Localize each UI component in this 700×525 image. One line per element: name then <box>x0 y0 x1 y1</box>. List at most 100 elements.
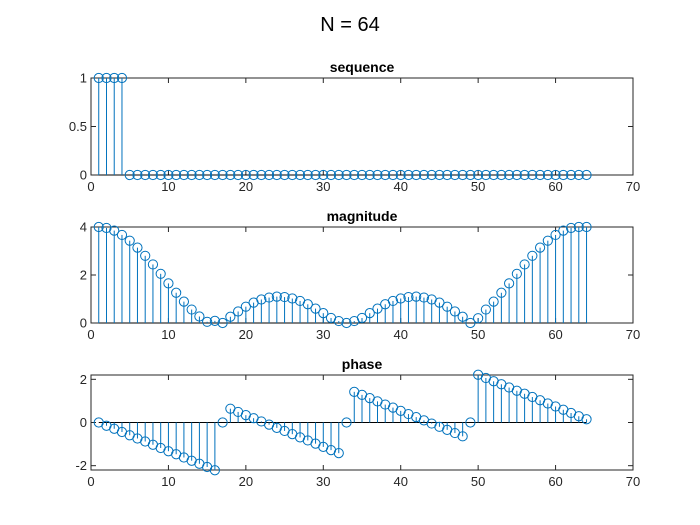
stem-marker <box>109 225 120 236</box>
stem-marker <box>434 297 445 308</box>
y-tick-label: 2 <box>80 372 87 387</box>
stem-marker <box>372 169 383 181</box>
x-tick-label: 20 <box>239 179 253 194</box>
stem-marker <box>202 169 213 181</box>
stem-marker <box>473 169 484 181</box>
axes-box <box>90 77 634 176</box>
x-tick-label: 20 <box>239 327 253 342</box>
stem-marker <box>140 169 151 181</box>
subplot-sequence: sequence 0 10 20 30 40 50 60 70 0 0.5 1 <box>69 59 640 194</box>
stem-marker <box>426 169 437 181</box>
subplot-magnitude: magnitude 0 10 20 30 40 50 60 70 0 2 4 <box>80 208 640 342</box>
stem-marker <box>465 169 476 181</box>
stem-marker <box>209 465 220 476</box>
stem-marker <box>271 291 282 302</box>
stem-marker <box>186 304 197 315</box>
stem-marker <box>449 169 461 181</box>
stem-marker <box>473 313 484 324</box>
stem-marker <box>333 448 344 459</box>
stem-marker <box>256 294 267 305</box>
stem-marker <box>186 169 197 181</box>
x-tick-label: 60 <box>548 179 562 194</box>
stem-marker <box>395 169 406 181</box>
stem-marker <box>116 229 128 241</box>
stem-marker <box>465 417 476 428</box>
x-tick-label: 30 <box>316 474 330 489</box>
stem-marker <box>217 417 228 428</box>
x-tick-label: 10 <box>161 179 175 194</box>
stem-marker <box>240 301 251 312</box>
stem-marker <box>171 169 182 181</box>
stem-marker <box>240 169 251 181</box>
y-tick-label: -2 <box>75 458 87 473</box>
stem-marker <box>341 317 352 329</box>
stem-marker <box>511 169 522 181</box>
stem-marker <box>132 242 143 253</box>
stem-marker <box>132 169 143 181</box>
stem-marker <box>434 169 445 181</box>
stem-marker <box>248 169 259 181</box>
stem-marker <box>558 169 569 181</box>
stem-marker <box>163 278 174 289</box>
stem-marker <box>178 296 190 307</box>
stem-marker <box>364 308 375 319</box>
stem-marker <box>225 311 236 322</box>
stem-marker <box>442 169 453 181</box>
stem-marker <box>217 169 228 181</box>
stem-marker <box>263 169 275 181</box>
stem-marker <box>380 169 391 181</box>
stem-marker <box>209 315 220 326</box>
stem-marker <box>101 72 112 84</box>
y-tick-label: 0 <box>80 415 87 430</box>
y-tick-label: 0 <box>80 168 87 183</box>
stem-marker <box>155 268 166 279</box>
y-tick-label: 0 <box>80 316 87 331</box>
x-tick-label: 0 <box>87 474 94 489</box>
stem-marker <box>511 268 522 279</box>
stem-marker <box>302 299 313 310</box>
stem-marker <box>217 317 228 329</box>
stem-marker <box>333 169 344 181</box>
stem-marker <box>418 292 430 303</box>
x-tick-label: 50 <box>471 179 485 194</box>
stem-marker <box>194 311 205 322</box>
stem-marker <box>542 235 553 246</box>
stem-marker <box>263 292 275 303</box>
x-tick-label: 0 <box>87 327 94 342</box>
stem-marker <box>488 169 499 181</box>
stem-marker <box>178 169 190 181</box>
stem-marker <box>449 306 461 317</box>
subplot-title: magnitude <box>327 208 398 224</box>
stem-marker <box>527 169 538 181</box>
stem-marker <box>109 72 120 84</box>
stem-marker <box>93 221 104 233</box>
stem-marker <box>418 169 430 181</box>
stem-marker <box>542 169 553 181</box>
stem-marker <box>457 431 468 442</box>
stem-marker <box>534 169 546 181</box>
stem-marker <box>442 301 453 312</box>
stem-marker <box>287 293 298 304</box>
x-tick-label: 30 <box>316 327 330 342</box>
stem-marker <box>496 169 507 181</box>
stem-marker <box>457 311 468 322</box>
stem-marker <box>550 229 561 241</box>
stem-marker <box>527 250 538 261</box>
stem-marker <box>581 221 592 233</box>
stem-marker <box>202 316 213 327</box>
stem-marker <box>534 242 546 253</box>
stem-marker <box>279 169 290 181</box>
y-tick-label: 1 <box>80 71 87 86</box>
stem-marker <box>372 303 383 314</box>
stem-marker <box>457 169 468 181</box>
stem-marker <box>310 303 321 314</box>
subplot-title: sequence <box>330 59 395 75</box>
stem-marker <box>310 169 321 181</box>
stem-marker <box>403 169 414 181</box>
stem-marker <box>581 169 592 181</box>
stem-marker <box>325 169 337 181</box>
x-tick-label: 60 <box>548 474 562 489</box>
stem-marker <box>155 169 166 181</box>
